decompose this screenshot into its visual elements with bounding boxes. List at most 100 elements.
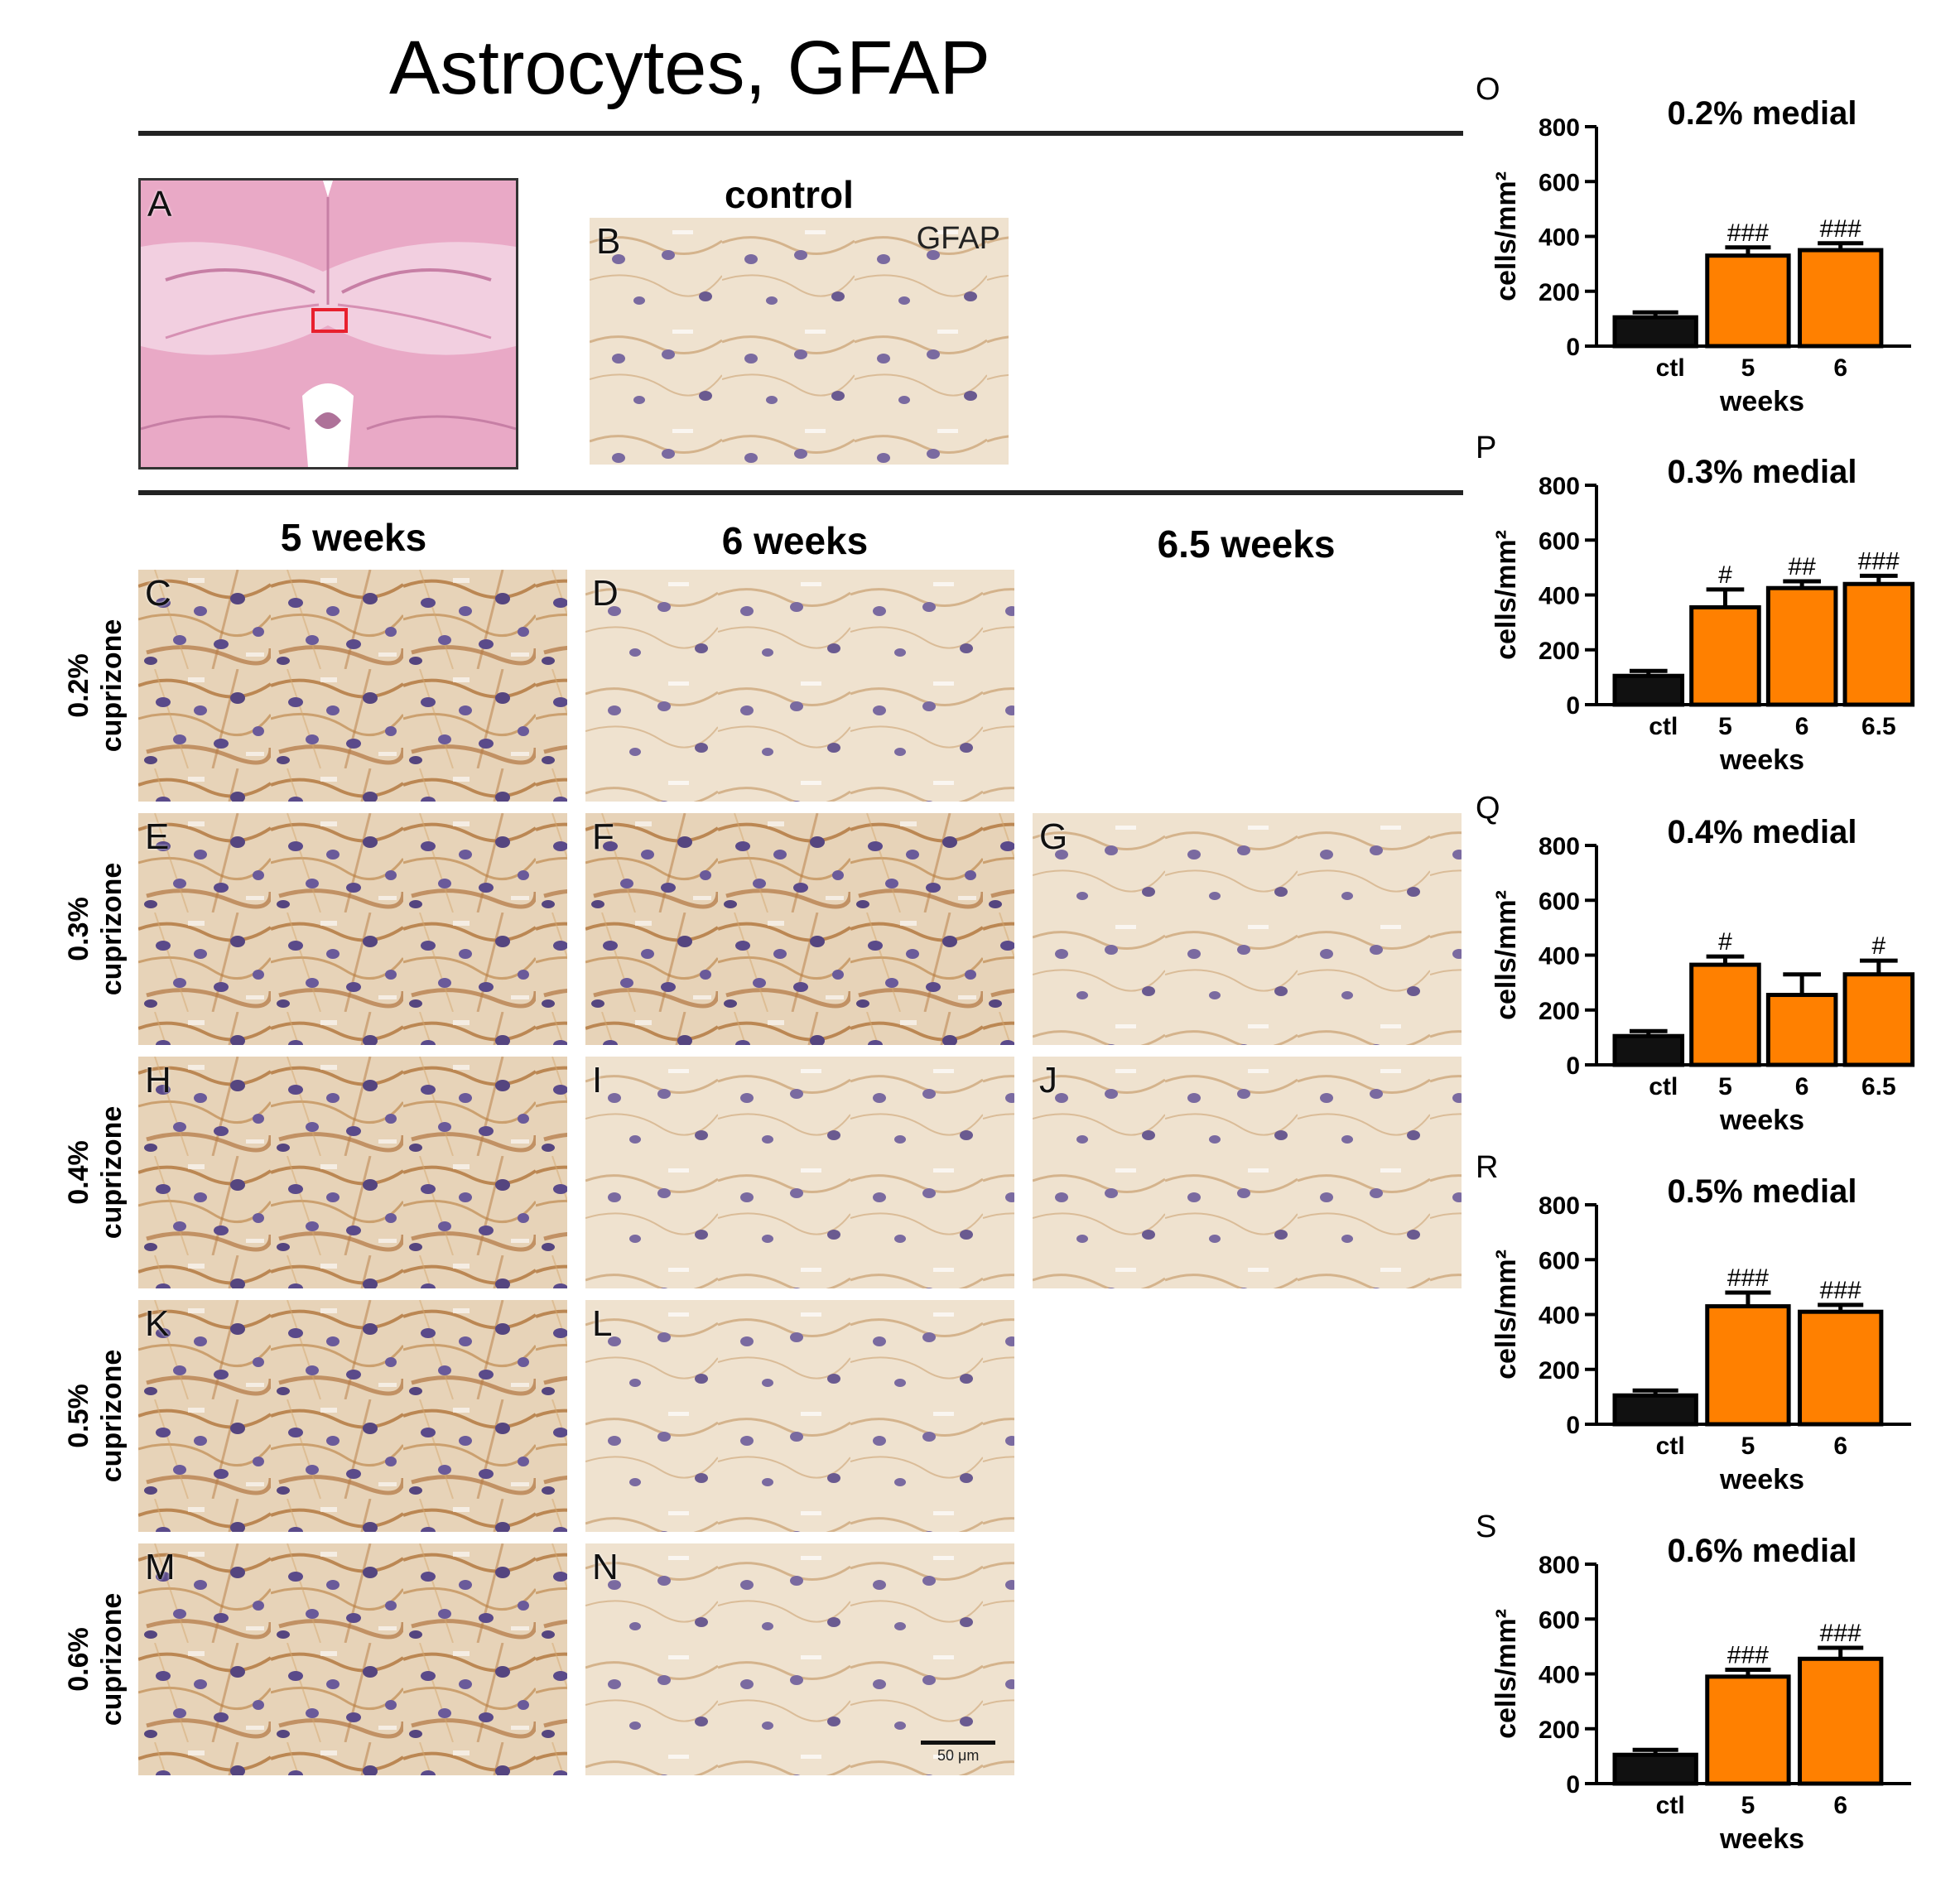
- chart-p: P 0.3% medial cells/mm² 0 200 400 600 800 ctl #5 #…: [1474, 425, 1938, 785]
- x-axis-label: weeks: [1719, 744, 1804, 776]
- panel-letter-c: C: [145, 573, 171, 614]
- panel-b-control: B GFAP: [590, 218, 1009, 465]
- he-brain-section: [141, 181, 516, 467]
- bar-6.5: [1842, 581, 1915, 707]
- y-tick-label: 400: [1539, 583, 1580, 610]
- row-label-0-6: 0.6% cuprizone: [63, 1592, 128, 1726]
- x-axis-label: weeks: [1719, 386, 1804, 417]
- significance-annotation: ###: [1820, 215, 1861, 243]
- bar-6: [1798, 1656, 1884, 1786]
- y-tick-label: 200: [1539, 998, 1580, 1025]
- micrograph-e: [138, 813, 567, 1045]
- column-title-5-weeks: 5 weeks: [280, 516, 427, 559]
- chart-panel-letter: Q: [1476, 791, 1500, 826]
- y-tick-label: 600: [1539, 1606, 1580, 1634]
- bar-ctl: [1612, 1752, 1698, 1786]
- significance-annotation: ###: [1727, 1264, 1769, 1292]
- bar-5: [1689, 962, 1761, 1067]
- panel-letter-f: F: [592, 816, 614, 857]
- panel-letter-g: G: [1039, 816, 1068, 857]
- panel-e: E: [138, 813, 567, 1045]
- significance-annotation: ###: [1727, 219, 1769, 247]
- significance-annotation: #: [1718, 561, 1732, 589]
- x-tick-label: 6: [1795, 713, 1809, 740]
- y-axis-label: cells/mm²: [1490, 530, 1522, 660]
- panel-n: N 50 μm: [585, 1543, 1014, 1775]
- micrograph-j: [1033, 1057, 1462, 1288]
- micrograph-m: [138, 1543, 567, 1775]
- y-axis-label: cells/mm²: [1490, 171, 1522, 301]
- bar-ctl: [1612, 673, 1685, 707]
- bar-ctl: [1612, 1033, 1685, 1067]
- bar-chart-svg: S 0.6% medial cells/mm² 0 200 400 600 800 ctl ###…: [1476, 1510, 1911, 1855]
- y-tick-label: 200: [1539, 638, 1580, 665]
- row-label-0-3: 0.3% cuprizone: [63, 862, 128, 996]
- micrograph-b: [590, 218, 1009, 465]
- y-tick-label: 400: [1539, 224, 1580, 252]
- chart-panel-letter: R: [1476, 1150, 1498, 1185]
- x-tick-label: 5: [1741, 354, 1755, 382]
- bar-chart-svg: O 0.2% medial cells/mm² 0 200 400 600 800 ctl ###…: [1476, 72, 1911, 417]
- bar-5: [1689, 604, 1761, 707]
- panel-m: M: [138, 1543, 567, 1775]
- panel-letter-e: E: [145, 816, 170, 857]
- chart-r: R 0.5% medial cells/mm² 0 200 400 600 800 ctl ###…: [1474, 1144, 1938, 1505]
- x-tick-label: 6: [1833, 1433, 1847, 1460]
- row-label-0-2: 0.2% cuprizone: [63, 619, 128, 753]
- bar-6: [1765, 993, 1838, 1067]
- panel-letter-b: B: [596, 221, 621, 262]
- micrograph-h: [138, 1057, 567, 1288]
- micrograph-i: [585, 1057, 1014, 1288]
- bar-6: [1798, 1309, 1884, 1427]
- x-axis-label: weeks: [1719, 1105, 1804, 1136]
- y-tick-label: 0: [1566, 692, 1580, 720]
- significance-annotation: ##: [1788, 553, 1816, 580]
- panel-c: C: [138, 570, 567, 802]
- chart-title: 0.3% medial: [1667, 454, 1856, 490]
- significance-annotation: ###: [1820, 1620, 1861, 1647]
- y-tick-label: 600: [1539, 1247, 1580, 1274]
- micrograph-n: [585, 1543, 1014, 1775]
- panel-letter-d: D: [592, 573, 619, 614]
- y-tick-label: 0: [1566, 1052, 1580, 1080]
- chart-q: Q 0.4% medial cells/mm² 0 200 400 600 800 ctl #5 6…: [1474, 785, 1938, 1145]
- significance-annotation: ###: [1858, 547, 1900, 575]
- chart-s: S 0.6% medial cells/mm² 0 200 400 600 800 ctl ###…: [1474, 1504, 1938, 1864]
- x-tick-label: ctl: [1656, 1792, 1685, 1819]
- y-axis-label: cells/mm²: [1490, 1250, 1522, 1380]
- y-tick-label: 200: [1539, 1717, 1580, 1744]
- chart-title: 0.6% medial: [1667, 1533, 1856, 1569]
- panel-d: D: [585, 570, 1014, 802]
- micrograph-g: [1033, 813, 1462, 1045]
- y-tick-label: 0: [1566, 1412, 1580, 1439]
- x-tick-label: 6: [1833, 1792, 1847, 1819]
- chart-panel-letter: S: [1476, 1510, 1496, 1544]
- column-title-6-5-weeks: 6.5 weeks: [1157, 522, 1336, 566]
- x-tick-label: 6: [1833, 354, 1847, 382]
- x-tick-label: 5: [1718, 1073, 1732, 1100]
- divider-top: [138, 131, 1463, 136]
- x-tick-label: ctl: [1656, 1433, 1685, 1460]
- panel-letter-a: A: [147, 184, 172, 224]
- chart-panel-letter: O: [1476, 72, 1500, 107]
- divider-middle: [138, 490, 1463, 495]
- x-tick-label: ctl: [1649, 1073, 1678, 1100]
- panel-i: I: [585, 1057, 1014, 1288]
- chart-o: O 0.2% medial cells/mm² 0 200 400 600 800 ctl ###…: [1474, 66, 1938, 426]
- x-tick-label: 6.5: [1861, 713, 1896, 740]
- x-tick-label: 6.5: [1861, 1073, 1896, 1100]
- scale-bar-label: 50 μm: [937, 1747, 980, 1764]
- y-tick-label: 400: [1539, 1662, 1580, 1689]
- panel-h: H: [138, 1057, 567, 1288]
- chart-title: 0.5% medial: [1667, 1173, 1856, 1210]
- x-tick-label: ctl: [1649, 713, 1678, 740]
- micrograph-c: [138, 570, 567, 802]
- scale-bar: [921, 1741, 995, 1745]
- bar-ctl: [1612, 315, 1698, 349]
- panel-l: L: [585, 1300, 1014, 1532]
- micrograph-d: [585, 570, 1014, 802]
- y-tick-label: 800: [1539, 473, 1580, 500]
- column-title-6-weeks: 6 weeks: [721, 519, 869, 562]
- panel-letter-j: J: [1039, 1060, 1057, 1100]
- y-tick-label: 400: [1539, 943, 1580, 970]
